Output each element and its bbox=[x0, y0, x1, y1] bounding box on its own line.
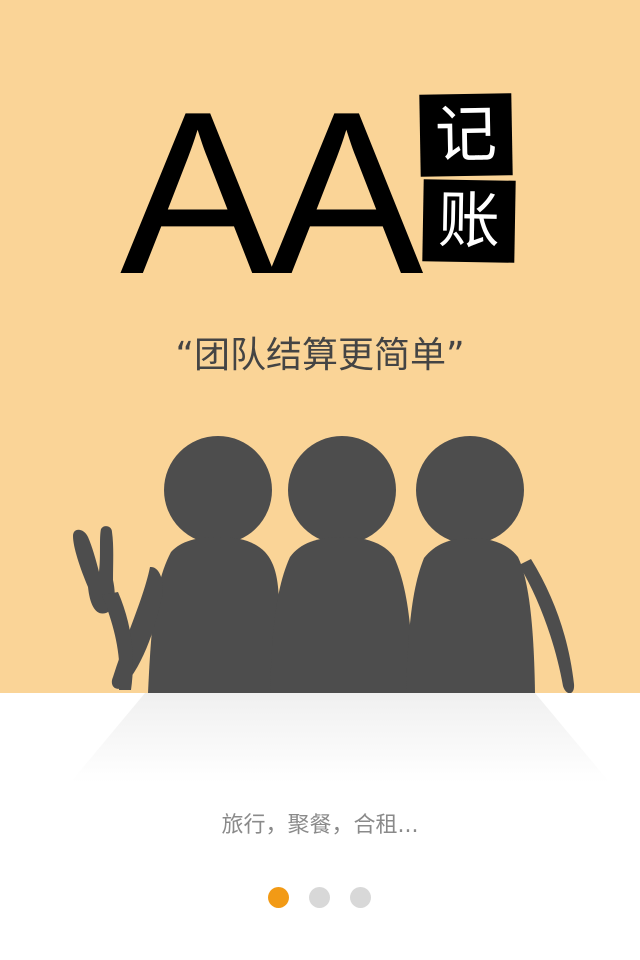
left-person-silhouette bbox=[73, 436, 279, 693]
logo-aa-text: AA bbox=[120, 64, 423, 323]
page-dot-3[interactable] bbox=[350, 887, 371, 908]
right-person-silhouette bbox=[406, 436, 575, 693]
logo-char-zhang: 账 bbox=[422, 179, 516, 263]
page-indicator bbox=[268, 887, 378, 911]
app-logo: AA 记 账 bbox=[120, 78, 530, 310]
page-dot-1[interactable] bbox=[268, 887, 289, 908]
slogan-text: “团队结算更简单” bbox=[175, 335, 465, 376]
middle-person-silhouette bbox=[270, 436, 414, 693]
group-silhouette-illustration bbox=[73, 436, 575, 693]
logo-char-ji: 记 bbox=[419, 93, 513, 177]
page-dot-2[interactable] bbox=[309, 887, 330, 908]
feature-subtitle: 旅行，聚餐，合租... bbox=[221, 813, 419, 838]
floor-shadow bbox=[70, 693, 610, 783]
hero-panel: AA 记 账 “团队结算更简单” bbox=[0, 0, 640, 693]
